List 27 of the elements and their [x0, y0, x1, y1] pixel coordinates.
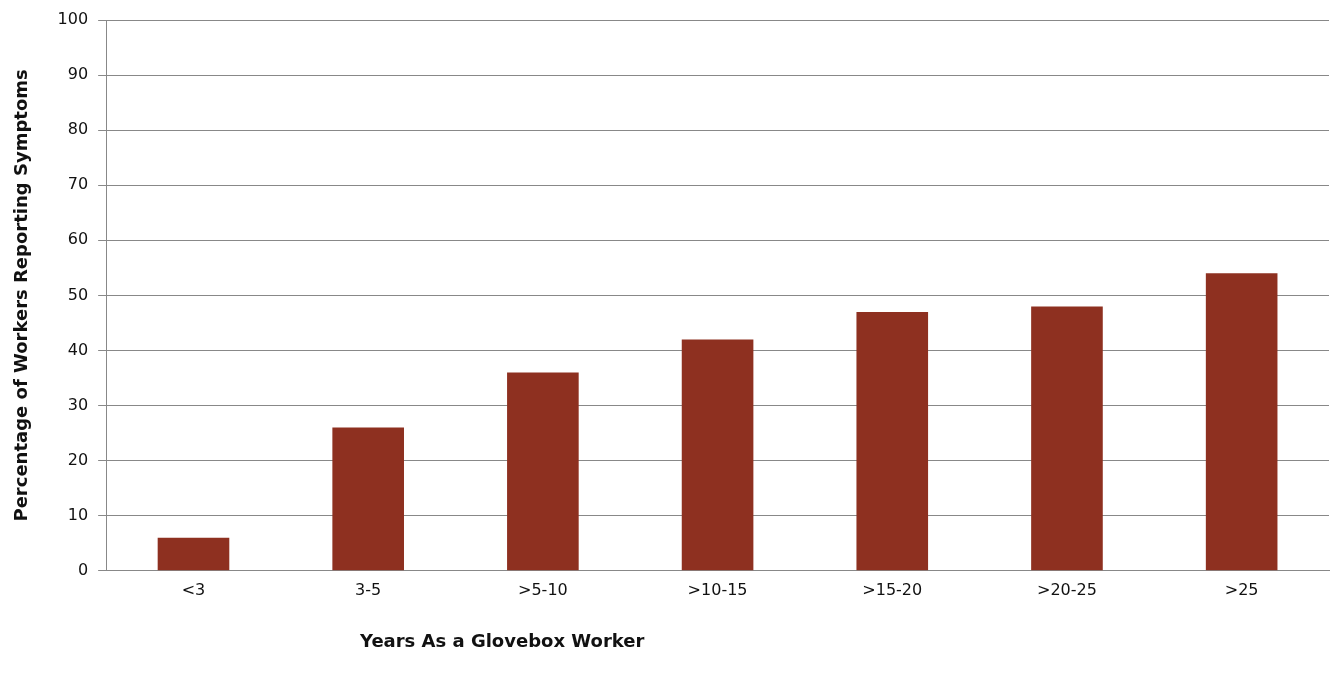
y-tick-label: 0 — [77, 559, 89, 579]
x-tick-label: <3 — [181, 579, 206, 599]
bar — [681, 339, 754, 571]
bar — [507, 372, 579, 571]
y-axis-title: Percentage of Workers Reporting Symptoms — [10, 69, 32, 522]
x-tick-label: 3-5 — [355, 579, 382, 599]
bar — [332, 427, 404, 571]
y-tick-label: 100 — [57, 9, 89, 29]
x-tick-label: >5-10 — [518, 579, 568, 599]
y-tick-label: 20 — [67, 449, 89, 469]
y-tick-label: 90 — [67, 64, 89, 84]
y-tick-label: 50 — [67, 284, 89, 304]
bar — [856, 311, 929, 571]
y-tick-label: 30 — [67, 394, 89, 414]
y-tick-label: 80 — [67, 119, 89, 139]
y-tick-label: 60 — [67, 229, 89, 249]
x-tick-label: >15-20 — [862, 579, 923, 599]
bar — [157, 537, 230, 571]
y-tick-label: 70 — [67, 174, 89, 194]
bar — [1031, 306, 1103, 571]
bar — [1205, 273, 1278, 571]
x-tick-label: >25 — [1224, 579, 1259, 599]
x-tick-label: >20-25 — [1037, 579, 1097, 599]
x-axis-title: Years As a Glovebox Worker — [360, 630, 645, 651]
x-tick-label: >10-15 — [687, 579, 748, 599]
y-tick-label: 10 — [67, 504, 89, 524]
y-tick-label: 40 — [67, 339, 89, 359]
